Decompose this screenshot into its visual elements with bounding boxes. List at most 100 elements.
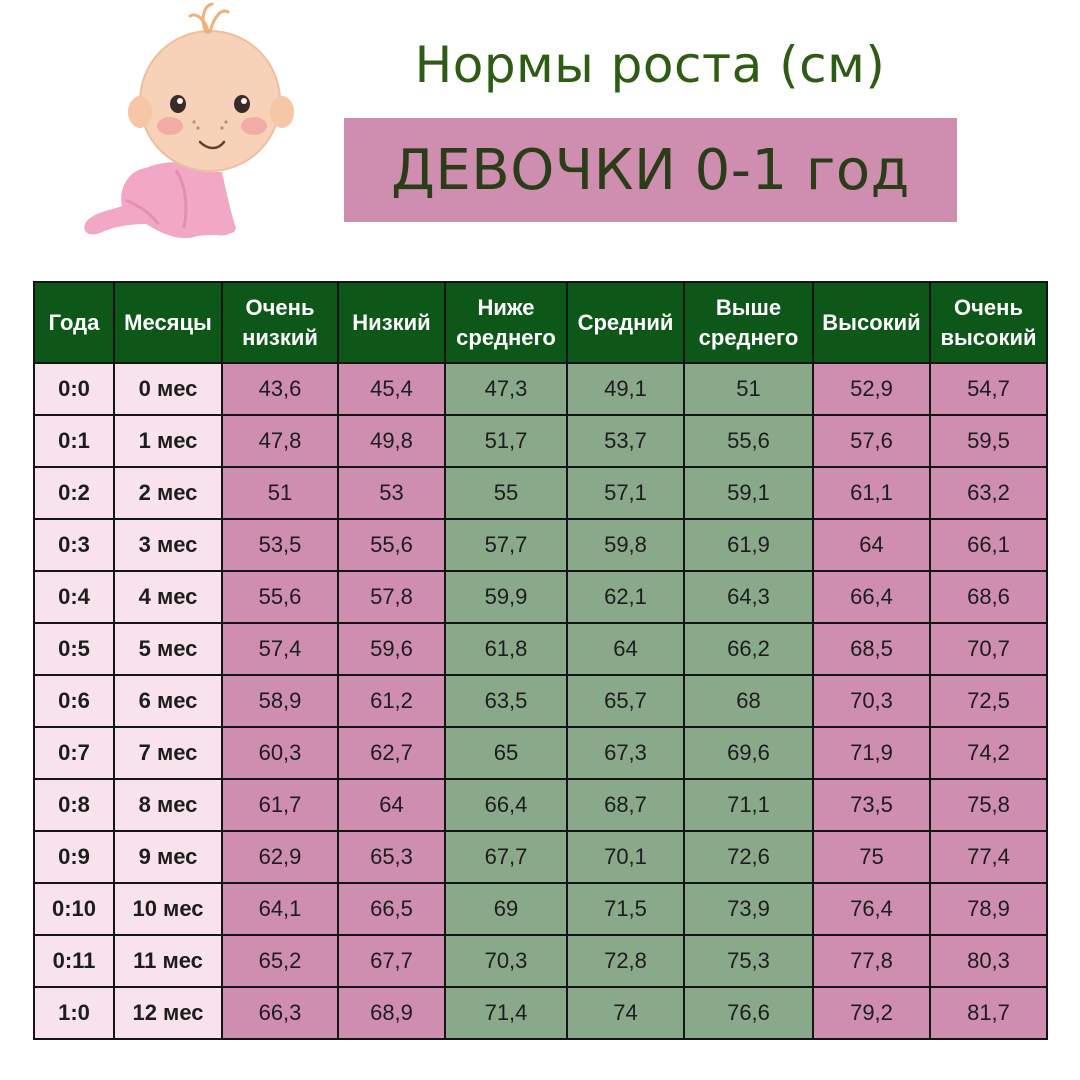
age-years-cell: 0:11 (33, 934, 115, 988)
height-value-cell: 63,2 (929, 466, 1048, 520)
height-value-cell: 76,4 (812, 882, 931, 936)
height-value-cell: 64 (812, 518, 931, 572)
height-value-cell: 68,5 (812, 622, 931, 676)
age-years-cell: 0:10 (33, 882, 115, 936)
height-value-cell: 71,4 (444, 986, 568, 1040)
height-value-cell: 73,5 (812, 778, 931, 832)
height-value-cell: 68 (683, 674, 814, 728)
height-value-cell: 65,7 (566, 674, 685, 728)
height-value-cell: 62,1 (566, 570, 685, 624)
height-value-cell: 66,1 (929, 518, 1048, 572)
age-months-cell: 9 мес (113, 830, 223, 884)
height-value-cell: 57,6 (812, 414, 931, 468)
column-header-text: Очень (245, 294, 315, 320)
page-title: Нормы роста (см) (414, 36, 886, 94)
table-row: 0:5 5 мес 57,4 59,6 61,8 64 66,2 68,5 70,7 (33, 622, 1048, 676)
column-header: Очень высокий (929, 281, 1048, 364)
table-row: 0:6 6 мес 58,9 61,2 63,5 65,7 68 70,3 72,5 (33, 674, 1048, 728)
age-months-cell: 3 мес (113, 518, 223, 572)
column-header-text: Высокий (822, 309, 921, 335)
age-years-cell: 0:2 (33, 466, 115, 520)
height-value-cell: 61,2 (337, 674, 446, 728)
height-value-cell: 58,9 (221, 674, 339, 728)
height-value-cell: 70,3 (812, 674, 931, 728)
age-months-cell: 1 мес (113, 414, 223, 468)
age-years-cell: 0:7 (33, 726, 115, 780)
height-value-cell: 62,9 (221, 830, 339, 884)
height-value-cell: 57,8 (337, 570, 446, 624)
height-value-cell: 53,5 (221, 518, 339, 572)
height-value-cell: 72,6 (683, 830, 814, 884)
column-header: Средний (566, 281, 685, 364)
subtitle: ДЕВОЧКИ 0-1 год (391, 137, 910, 203)
height-value-cell: 49,8 (337, 414, 446, 468)
height-value-cell: 51,7 (444, 414, 568, 468)
crawling-baby-illustration (84, 2, 294, 239)
height-value-cell: 60,3 (221, 726, 339, 780)
height-value-cell: 72,8 (566, 934, 685, 988)
table-row: 0:10 10 мес 64,1 66,5 69 71,5 73,9 76,4 78,9 (33, 882, 1048, 936)
table-row: 0:1 1 мес 47,8 49,8 51,7 53,7 55,6 57,6 59,5 (33, 414, 1048, 468)
table-row: 0:11 11 мес 65,2 67,7 70,3 72,8 75,3 77,8 80,3 (33, 934, 1048, 988)
header-row: Года Месяцы Очень низкий Низкий Ниже среднего С… (33, 281, 1048, 364)
age-years-cell: 0:1 (33, 414, 115, 468)
height-value-cell: 72,5 (929, 674, 1048, 728)
age-months-cell: 7 мес (113, 726, 223, 780)
height-value-cell: 67,3 (566, 726, 685, 780)
height-value-cell: 80,3 (929, 934, 1048, 988)
table-row: 0:4 4 мес 55,6 57,8 59,9 62,1 64,3 66,4 68,6 (33, 570, 1048, 624)
height-value-cell: 77,8 (812, 934, 931, 988)
height-value-cell: 51 (221, 466, 339, 520)
column-header-text: высокий (940, 324, 1037, 350)
column-header: Очень низкий (221, 281, 339, 364)
height-value-cell: 81,7 (929, 986, 1048, 1040)
height-value-cell: 61,9 (683, 518, 814, 572)
height-value-cell: 59,1 (683, 466, 814, 520)
height-value-cell: 59,9 (444, 570, 568, 624)
height-value-cell: 76,6 (683, 986, 814, 1040)
height-value-cell: 59,8 (566, 518, 685, 572)
age-years-cell: 0:8 (33, 778, 115, 832)
height-value-cell: 66,2 (683, 622, 814, 676)
height-value-cell: 77,4 (929, 830, 1048, 884)
column-header-text: среднего (698, 324, 799, 350)
height-value-cell: 65,2 (221, 934, 339, 988)
height-value-cell: 71,5 (566, 882, 685, 936)
height-value-cell: 64 (337, 778, 446, 832)
height-value-cell: 75,3 (683, 934, 814, 988)
table-row: 0:2 2 мес 51 53 55 57,1 59,1 61,1 63,2 (33, 466, 1048, 520)
height-value-cell: 70,1 (566, 830, 685, 884)
age-months-cell: 6 мес (113, 674, 223, 728)
height-value-cell: 64,3 (683, 570, 814, 624)
height-value-cell: 67,7 (444, 830, 568, 884)
height-value-cell: 64 (566, 622, 685, 676)
column-header-text: Выше (715, 294, 782, 320)
height-value-cell: 54,7 (929, 362, 1048, 416)
height-value-cell: 47,3 (444, 362, 568, 416)
height-value-cell: 55,6 (337, 518, 446, 572)
height-value-cell: 75,8 (929, 778, 1048, 832)
height-value-cell: 66,4 (812, 570, 931, 624)
height-value-cell: 66,5 (337, 882, 446, 936)
height-value-cell: 71,1 (683, 778, 814, 832)
height-value-cell: 59,5 (929, 414, 1048, 468)
height-value-cell: 64,1 (221, 882, 339, 936)
height-value-cell: 74 (566, 986, 685, 1040)
height-value-cell: 70,3 (444, 934, 568, 988)
height-value-cell: 55,6 (221, 570, 339, 624)
age-months-cell: 2 мес (113, 466, 223, 520)
height-value-cell: 68,6 (929, 570, 1048, 624)
age-years-cell: 0:0 (33, 362, 115, 416)
height-value-cell: 69,6 (683, 726, 814, 780)
height-value-cell: 57,1 (566, 466, 685, 520)
age-months-cell: 5 мес (113, 622, 223, 676)
height-value-cell: 47,8 (221, 414, 339, 468)
age-years-cell: 0:9 (33, 830, 115, 884)
column-header-text: Средний (577, 309, 674, 335)
age-months-cell: 4 мес (113, 570, 223, 624)
height-value-cell: 61,8 (444, 622, 568, 676)
table-row: 0:0 0 мес 43,6 45,4 47,3 49,1 51 52,9 54,7 (33, 362, 1048, 416)
height-value-cell: 74,2 (929, 726, 1048, 780)
age-months-cell: 8 мес (113, 778, 223, 832)
column-header-text: Ниже (477, 294, 535, 320)
